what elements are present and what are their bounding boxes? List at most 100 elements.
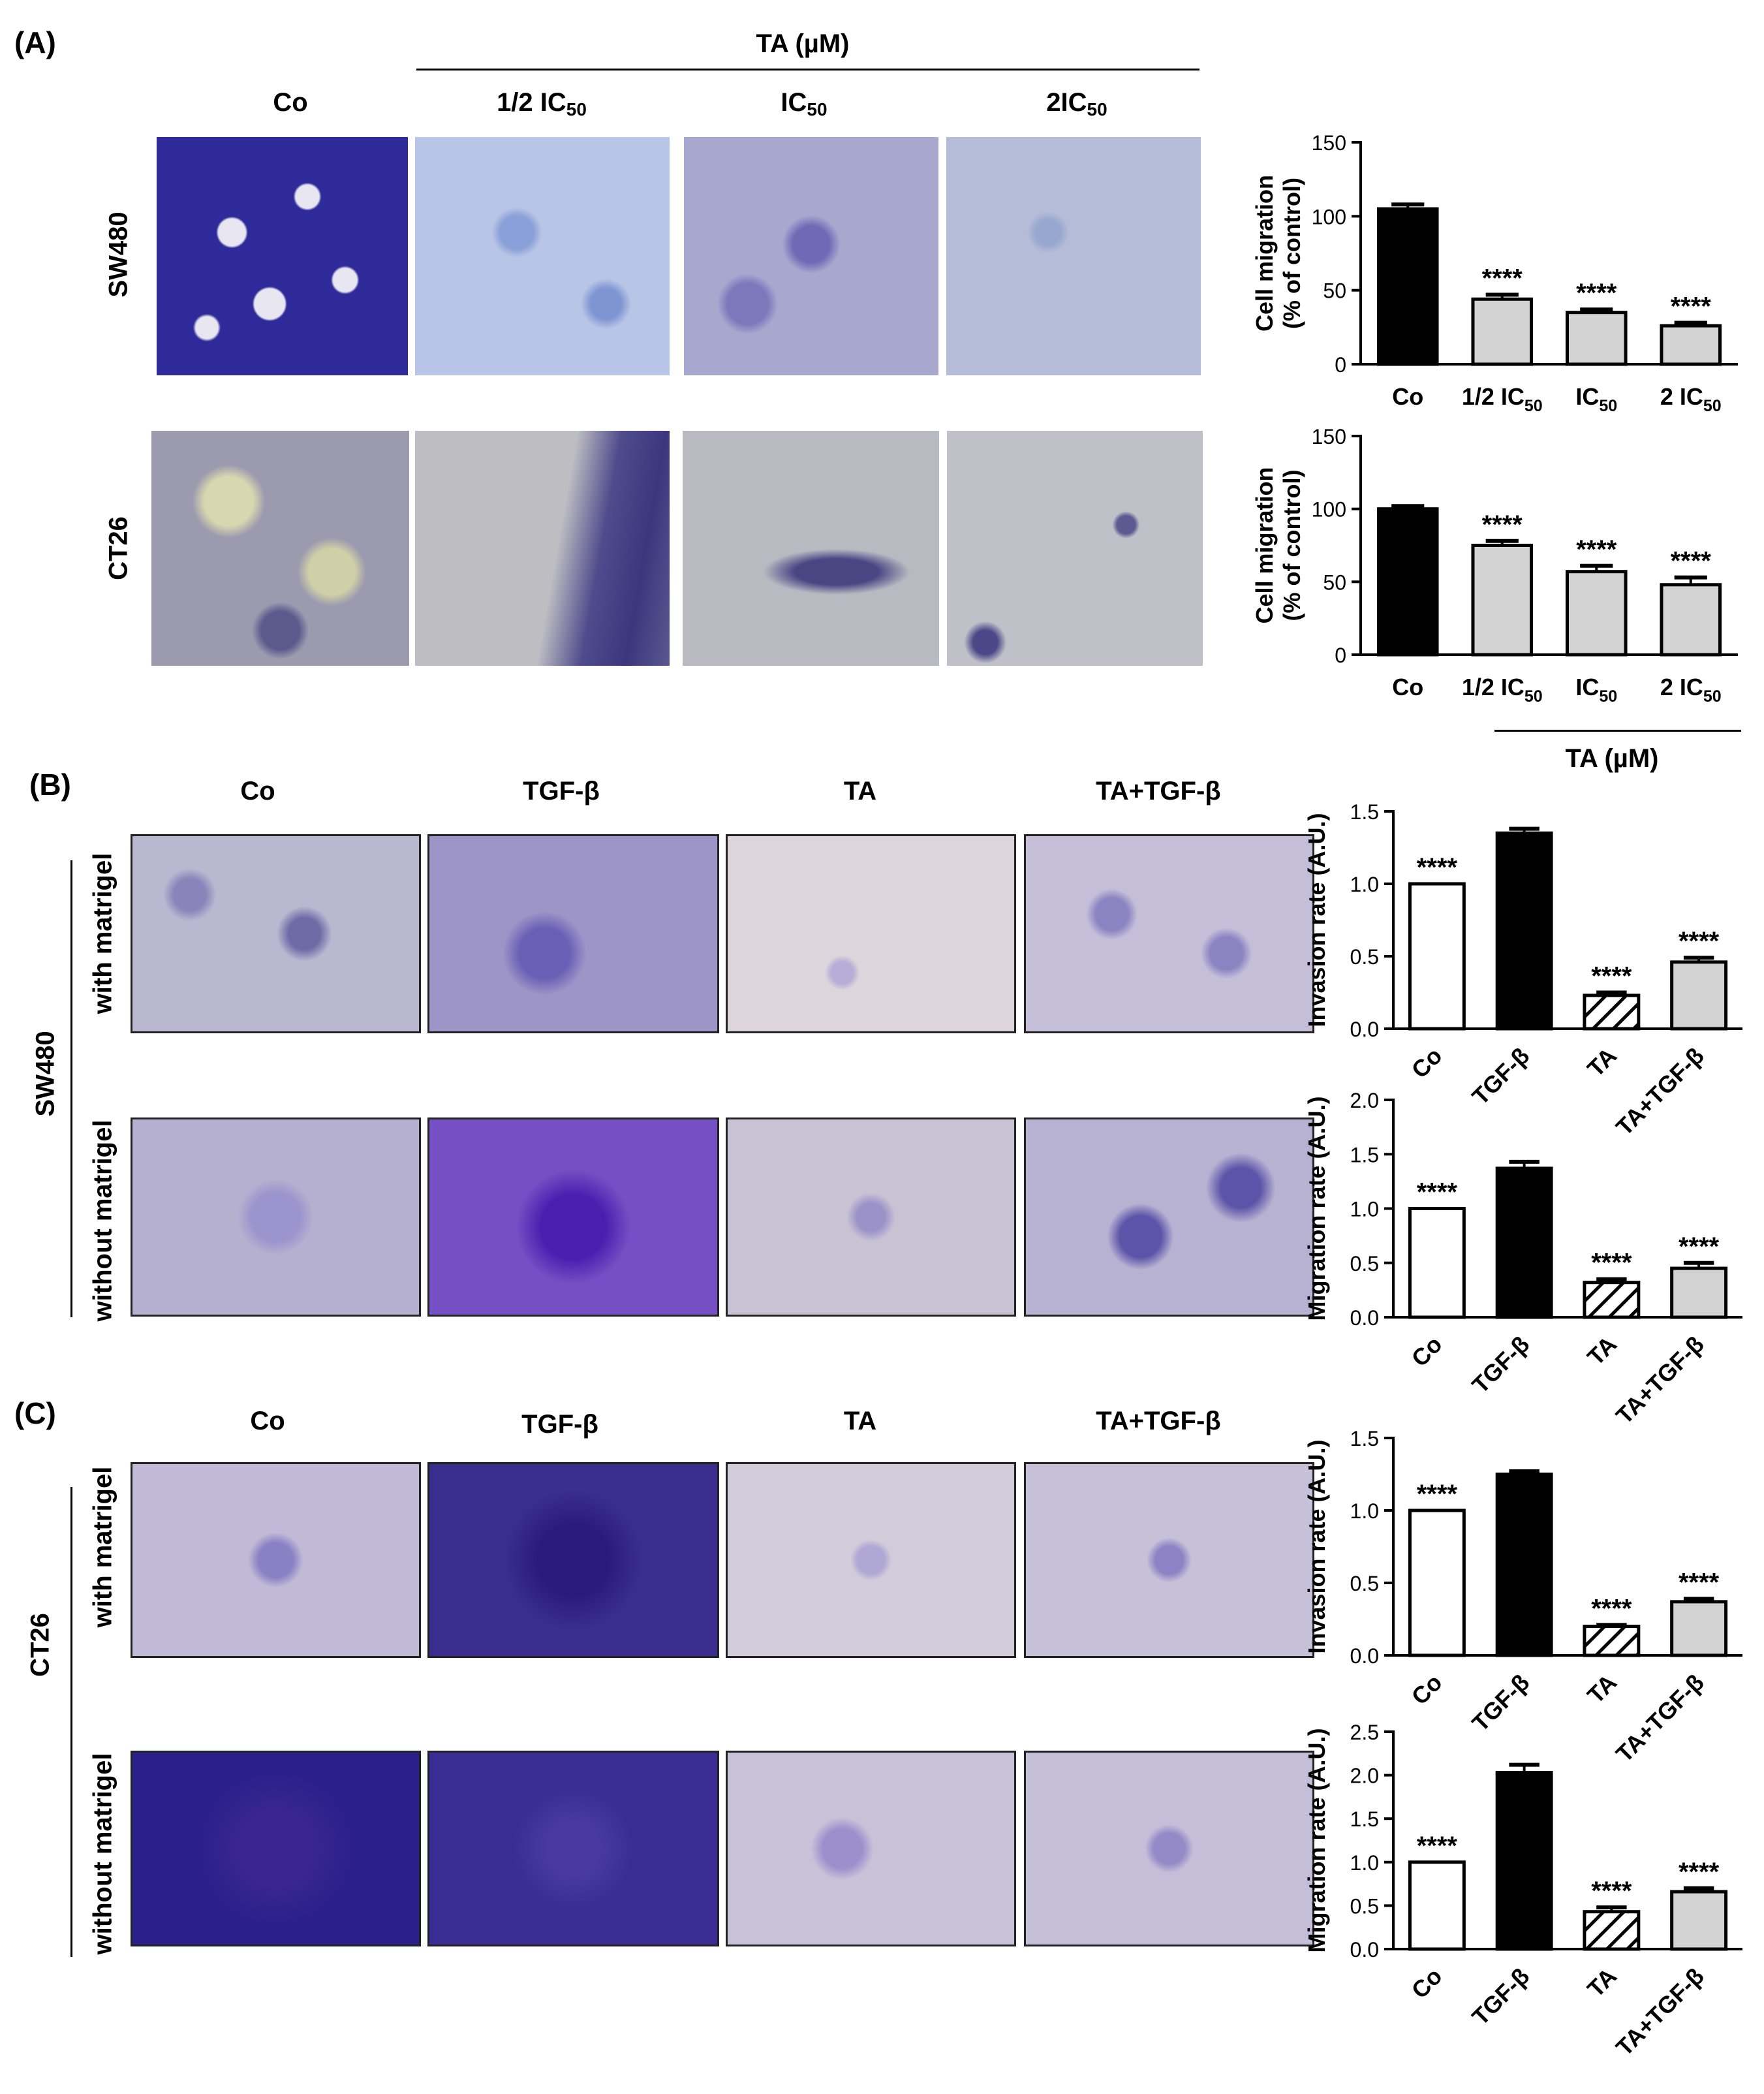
y-axis-label: Invasion rate (A.U.) xyxy=(1303,1439,1330,1653)
significance-label: **** xyxy=(1679,1568,1720,1597)
bar xyxy=(1565,570,1628,657)
bar xyxy=(1408,1860,1466,1951)
micrograph-b-with-ta xyxy=(726,834,1016,1033)
y-tick-label: 1.0 xyxy=(1350,1851,1379,1875)
panel-a-col-half-ic50: 1/2 IC50 xyxy=(497,88,587,119)
category-main: IC xyxy=(1575,674,1599,700)
y-tick-label: 1.5 xyxy=(1350,1143,1379,1166)
y-tick-label: 1.5 xyxy=(1350,1807,1379,1831)
bar xyxy=(1408,1207,1466,1319)
y-axis-label: Invasion rate (A.U.) xyxy=(1303,813,1330,1027)
panel-a-col-ic50: IC50 xyxy=(781,88,828,119)
micrograph-c-with-tgfb xyxy=(427,1462,719,1658)
bar xyxy=(1583,993,1641,1031)
y-tick-label: 50 xyxy=(1323,279,1346,303)
panel-a-col-2ic50: 2IC50 xyxy=(1046,88,1107,119)
significance-label: **** xyxy=(1671,547,1712,576)
micrograph-a-sw480-2ic50 xyxy=(946,137,1201,375)
micrograph-b-without-tgfb xyxy=(427,1117,719,1317)
panel-c-letter: (C) xyxy=(14,1396,56,1430)
y-tick-label: 150 xyxy=(1312,131,1346,155)
category-main: Co xyxy=(1392,383,1423,410)
category-label: 2 IC50 xyxy=(1660,383,1722,415)
significance-label: **** xyxy=(1417,1832,1458,1860)
category-main: 2 IC xyxy=(1660,674,1703,700)
significance-label: **** xyxy=(1417,1480,1458,1508)
significance-label: **** xyxy=(1591,962,1632,991)
significance-label: **** xyxy=(1679,1858,1720,1886)
category-label: Co xyxy=(1406,1963,1447,2004)
y-axis-label-2: (% of control) xyxy=(1278,470,1305,621)
y-tick-label: 1.0 xyxy=(1350,1198,1379,1221)
significance-label: **** xyxy=(1671,292,1712,321)
bar xyxy=(1670,960,1728,1031)
micrograph-c-with-co xyxy=(131,1462,421,1658)
micrograph-c-without-ta xyxy=(726,1751,1016,1946)
micrograph-b-without-co xyxy=(131,1117,421,1317)
y-axis-label-2: (% of control) xyxy=(1278,178,1305,329)
significance-label: **** xyxy=(1591,1594,1632,1623)
y-tick-label: 100 xyxy=(1312,498,1346,522)
y-tick-label: 150 xyxy=(1312,425,1346,448)
micrograph-c-without-ta-tgfb xyxy=(1024,1751,1314,1946)
bar xyxy=(1583,1281,1641,1319)
category-sub: 50 xyxy=(1524,397,1543,415)
category-label: TGF-β xyxy=(1466,1963,1534,2031)
micrograph-a-ct26-half-ic50 xyxy=(415,431,670,666)
y-tick-label: 0.5 xyxy=(1350,1572,1379,1595)
panel-a-letter: (A) xyxy=(14,25,56,59)
chart-a-footer-line xyxy=(1494,730,1741,732)
micrograph-a-sw480-half-ic50 xyxy=(415,137,670,375)
micrograph-b-with-tgfb xyxy=(427,834,719,1033)
micrograph-b-without-ta-tgfb xyxy=(1024,1117,1314,1317)
category-label: IC50 xyxy=(1575,383,1617,415)
y-tick-label: 0.5 xyxy=(1350,1894,1379,1918)
category-label: 2 IC50 xyxy=(1660,674,1722,706)
y-tick-label: 1.5 xyxy=(1350,800,1379,824)
bar xyxy=(1670,1890,1728,1951)
y-tick-label: 2.0 xyxy=(1350,1764,1379,1788)
category-main: Co xyxy=(1392,674,1423,700)
bar xyxy=(1565,311,1628,366)
y-axis-label: Cell migration xyxy=(1251,467,1278,623)
significance-label: **** xyxy=(1482,264,1523,292)
y-tick-label: 2.0 xyxy=(1350,1089,1379,1112)
category-label: TA xyxy=(1582,1963,1622,2003)
panel-a-col-co: Co xyxy=(273,88,308,117)
significance-label: **** xyxy=(1591,1249,1632,1277)
bar xyxy=(1670,1600,1728,1657)
category-label: IC50 xyxy=(1575,674,1617,706)
bar xyxy=(1408,882,1466,1031)
category-sub: 50 xyxy=(1524,687,1543,706)
category-label: 1/2 IC50 xyxy=(1462,674,1543,706)
y-tick-label: 0.0 xyxy=(1350,1018,1379,1041)
panel-b-col-ta-tgfb: TA+TGF-β xyxy=(1096,777,1221,805)
category-sub: 50 xyxy=(1703,687,1722,706)
panel-b-row-bracket xyxy=(70,860,72,1317)
y-axis-label: Migration rate (A.U.) xyxy=(1303,1728,1330,1952)
panel-c-col-co: Co xyxy=(250,1407,285,1435)
micrograph-c-without-co xyxy=(131,1751,421,1946)
bar xyxy=(1495,831,1553,1031)
panel-c-row-bracket xyxy=(70,1487,72,1957)
significance-label: **** xyxy=(1679,1232,1720,1261)
y-tick-label: 1.0 xyxy=(1350,1499,1379,1523)
y-tick-label: 0.0 xyxy=(1350,1644,1379,1668)
y-tick-label: 0.5 xyxy=(1350,1252,1379,1275)
bar xyxy=(1495,1771,1553,1951)
significance-label: **** xyxy=(1591,1877,1632,1905)
panel-c-col-tgfb: TGF-β xyxy=(521,1410,598,1439)
category-label: TA+TGF-β xyxy=(1611,1963,1709,2061)
micrograph-b-without-ta xyxy=(726,1117,1016,1317)
category-sub: 50 xyxy=(1599,397,1617,415)
y-tick-label: 100 xyxy=(1312,205,1346,228)
chart-a-footer-label: TA (µM) xyxy=(1565,744,1659,773)
y-tick-label: 1.0 xyxy=(1350,873,1379,896)
panel-a-treatment-line xyxy=(416,69,1199,70)
panel-b-col-co: Co xyxy=(240,777,275,805)
